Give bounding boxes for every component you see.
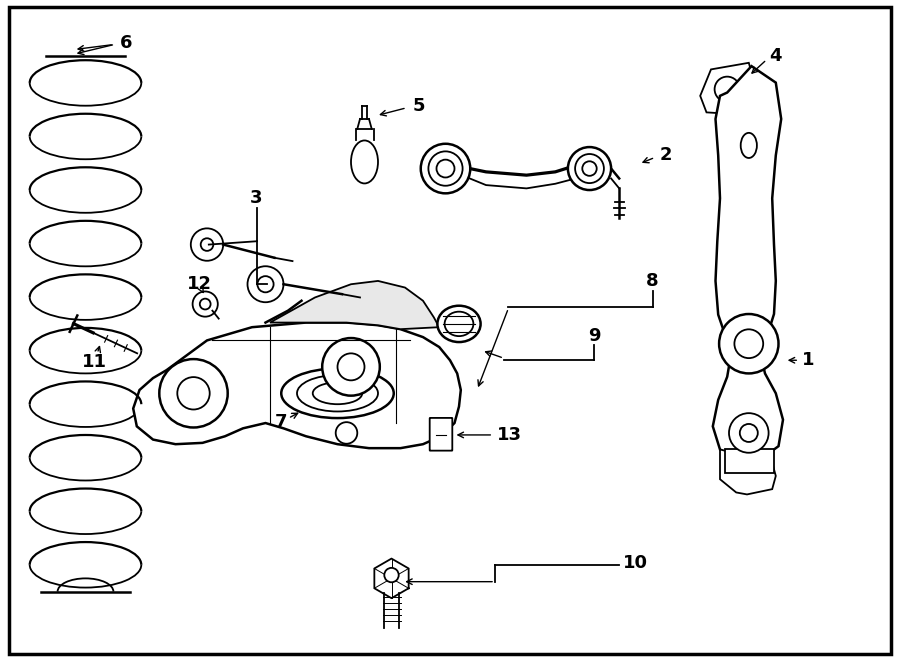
Text: 8: 8 — [646, 272, 659, 290]
Text: 11: 11 — [82, 353, 107, 371]
Ellipse shape — [436, 160, 454, 177]
Text: 10: 10 — [623, 554, 648, 572]
Text: 7: 7 — [274, 412, 287, 431]
Polygon shape — [720, 449, 776, 494]
Circle shape — [740, 424, 758, 442]
Ellipse shape — [437, 305, 481, 342]
Text: 9: 9 — [588, 327, 600, 345]
Ellipse shape — [741, 133, 757, 158]
Polygon shape — [270, 281, 439, 329]
Text: 6: 6 — [120, 34, 132, 52]
Circle shape — [729, 413, 769, 453]
Text: 3: 3 — [250, 189, 263, 208]
Text: 1: 1 — [802, 351, 814, 369]
Ellipse shape — [568, 147, 611, 190]
Circle shape — [159, 359, 228, 428]
Polygon shape — [713, 66, 783, 459]
FancyBboxPatch shape — [429, 418, 453, 451]
Text: 13: 13 — [497, 426, 522, 444]
Circle shape — [719, 314, 778, 373]
Ellipse shape — [575, 154, 604, 183]
Text: 5: 5 — [412, 97, 425, 115]
Circle shape — [384, 568, 399, 582]
Circle shape — [200, 299, 211, 309]
Text: 12: 12 — [187, 275, 212, 293]
Circle shape — [734, 329, 763, 358]
Circle shape — [322, 338, 380, 396]
Circle shape — [336, 422, 357, 444]
Ellipse shape — [582, 161, 597, 176]
Circle shape — [177, 377, 210, 410]
Circle shape — [338, 354, 364, 380]
Text: 2: 2 — [660, 146, 672, 165]
Ellipse shape — [421, 143, 470, 193]
Ellipse shape — [445, 311, 473, 336]
FancyBboxPatch shape — [724, 449, 774, 473]
Circle shape — [193, 292, 218, 317]
Polygon shape — [133, 323, 461, 448]
Text: 4: 4 — [770, 47, 782, 65]
Ellipse shape — [428, 151, 463, 186]
